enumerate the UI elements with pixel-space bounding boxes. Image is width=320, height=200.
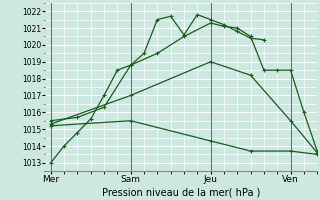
- X-axis label: Pression niveau de la mer( hPa ): Pression niveau de la mer( hPa ): [102, 187, 260, 197]
